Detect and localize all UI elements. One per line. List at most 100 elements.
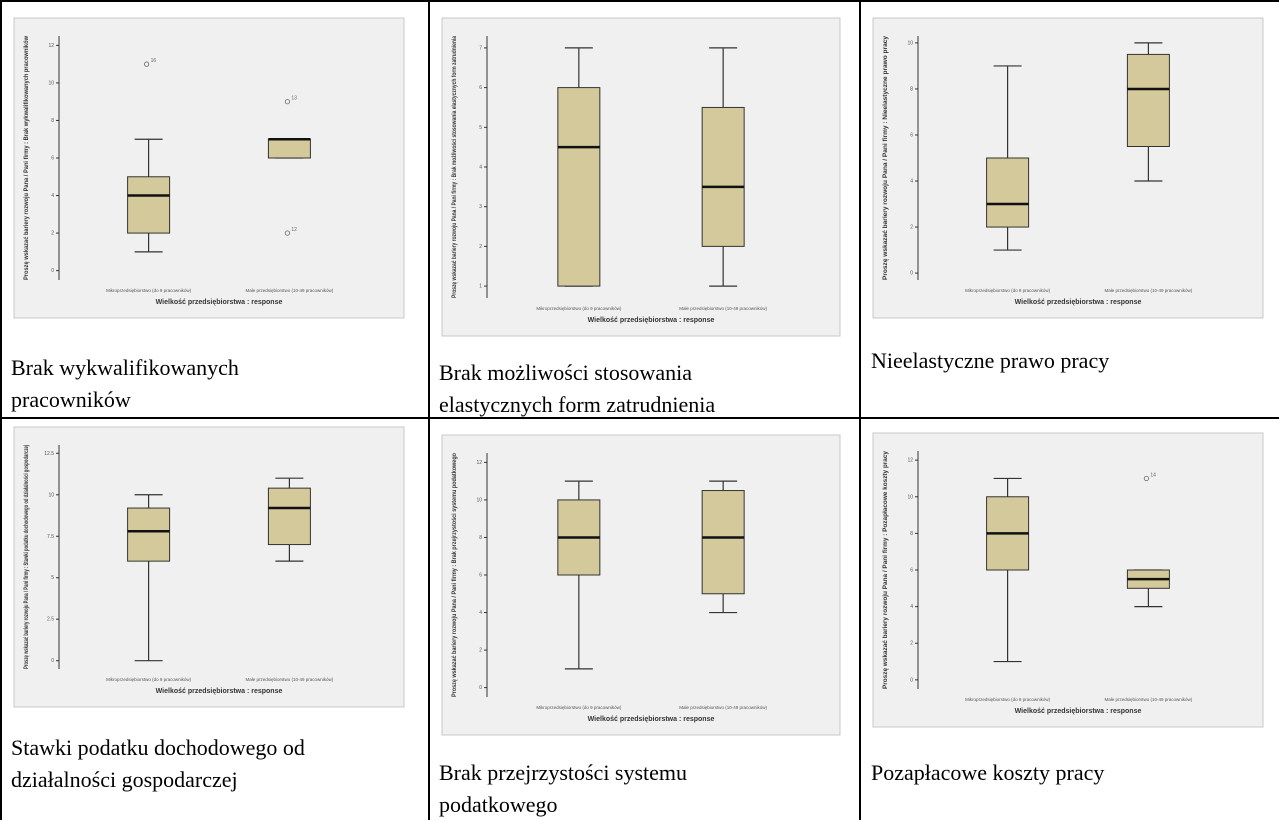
y-tick-label: 4 bbox=[479, 610, 482, 616]
grid-line-col2 bbox=[859, 0, 861, 820]
y-tick-label: 12.5 bbox=[44, 451, 54, 457]
chart-caption-6: Pozapłacowe koszty pracy bbox=[871, 760, 1105, 785]
box bbox=[701, 106, 745, 247]
x-category-label: Mikroprzedsiębiorstwo (do 9 pracowników) bbox=[536, 705, 622, 710]
boxplot-chart-1: 0 2 4 6 8 10 12 16 Mikroprzedsiębiorstwo (do 9 p… bbox=[13, 17, 405, 319]
x-category-label: Małe przedsiębiorstwo (10-49 pracowników… bbox=[246, 288, 334, 293]
x-category-label: Małe przedsiębiorstwo (10-49 pracowników… bbox=[679, 306, 767, 311]
y-tick-label: 4 bbox=[910, 179, 913, 185]
chart-cell-4: 0 2.5 5 7.5 10 12.5 Mikroprzedsiębiorstwo (do … bbox=[2, 419, 428, 820]
y-axis-label: Proszę wskazać bariery rozwoju Pana / Pa… bbox=[24, 36, 30, 280]
y-tick-label: 4 bbox=[51, 193, 54, 199]
y-tick-label: 8 bbox=[479, 535, 482, 541]
grid-line-middle bbox=[0, 417, 1279, 419]
chart-caption-4: Stawki podatku dochodowego od działalnoś… bbox=[11, 735, 305, 792]
y-tick-label: 0 bbox=[479, 685, 482, 691]
y-axis-label: Proszę wskazać bariery rozwoju Pana / Pa… bbox=[452, 453, 458, 697]
chart-cell-1: 0 2 4 6 8 10 12 16 Mikroprzedsiębiorstwo (do 9 p… bbox=[2, 2, 428, 417]
boxplot-chart-6: 0 2 4 6 8 10 12 Mikroprzedsiębiorstwo (do 9 pra… bbox=[872, 432, 1264, 728]
y-tick-label: 0 bbox=[910, 677, 913, 683]
y-tick-label: 6 bbox=[51, 156, 54, 162]
x-axis-label: Wielkość przedsiębiorstwa : response bbox=[588, 716, 715, 723]
x-axis-label: Wielkość przedsiębiorstwa : response bbox=[156, 299, 283, 306]
box bbox=[267, 487, 311, 546]
chart-frame bbox=[872, 17, 1264, 319]
boxplot-chart-4: 0 2.5 5 7.5 10 12.5 Mikroprzedsiębiorstwo (do … bbox=[13, 426, 405, 708]
chart-frame bbox=[13, 17, 405, 319]
y-tick-label: 8 bbox=[910, 86, 913, 92]
y-tick-label: 12 bbox=[476, 460, 482, 466]
y-tick-label: 6 bbox=[910, 568, 913, 574]
x-axis-label: Wielkość przedsiębiorstwa : response bbox=[588, 317, 715, 324]
outlier-label: 13 bbox=[291, 96, 297, 102]
y-tick-label: 2 bbox=[479, 648, 482, 654]
box bbox=[557, 87, 601, 287]
y-axis-label: Proszę wskazać bariery rozwoju Pana / Pa… bbox=[883, 450, 889, 689]
y-tick-label: 6 bbox=[479, 85, 482, 91]
grid-line-top bbox=[0, 0, 1279, 2]
y-tick-label: 10 bbox=[48, 80, 54, 86]
box bbox=[267, 138, 311, 159]
y-tick-label: 7 bbox=[479, 45, 482, 51]
chart-frame bbox=[441, 17, 841, 337]
y-tick-label: 6 bbox=[910, 132, 913, 138]
box bbox=[127, 507, 171, 562]
x-axis-label: Wielkość przedsiębiorstwa : response bbox=[156, 688, 283, 695]
y-axis-label: Proszę wskazać bariery rozwoju Pana / Pa… bbox=[24, 445, 30, 669]
y-tick-label: 5 bbox=[479, 125, 482, 131]
x-category-label: Małe przedsiębiorstwo (10-49 pracowników… bbox=[246, 677, 334, 682]
y-tick-label: 12 bbox=[48, 43, 54, 49]
y-tick-label: 2.5 bbox=[47, 617, 54, 623]
y-axis-label: Proszę wskazać bariery rozwoju Pana / Pa… bbox=[452, 35, 458, 298]
y-axis-label: Proszę wskazać bariery rozwoju Pana / Pa… bbox=[883, 35, 889, 280]
boxplot-chart-5: 0 2 4 6 8 10 12 Mikroprzedsiębiorstwo (do 9 pra… bbox=[441, 434, 841, 736]
box bbox=[701, 490, 745, 595]
outlier-label: 14 bbox=[1150, 472, 1156, 478]
outlier-point bbox=[1143, 475, 1149, 482]
y-tick-label: 4 bbox=[910, 604, 913, 610]
y-tick-label: 12 bbox=[907, 458, 913, 464]
y-tick-label: 0 bbox=[51, 658, 54, 664]
outlier-point bbox=[284, 99, 290, 105]
y-tick-label: 7.5 bbox=[47, 534, 54, 540]
y-tick-label: 0 bbox=[51, 268, 54, 274]
x-category-label: Mikroprzedsiębiorstwo (do 9 pracowników) bbox=[965, 697, 1051, 702]
box bbox=[1126, 53, 1170, 147]
outlier-label: 12 bbox=[291, 227, 297, 233]
box bbox=[986, 157, 1030, 228]
x-axis-label: Wielkość przedsiębiorstwa : response bbox=[1015, 299, 1142, 306]
x-category-label: Mikroprzedsiębiorstwo (do 9 pracowników) bbox=[965, 288, 1051, 293]
y-tick-label: 2 bbox=[479, 244, 482, 250]
chart-cell-2: 1 2 3 4 5 6 7 Mikroprzedsiębiorstwo (do 9 praco… bbox=[430, 2, 859, 417]
chart-caption-5: Brak przejrzystości systemu podatkowego bbox=[439, 760, 688, 817]
grid-line-left bbox=[0, 0, 2, 820]
y-tick-label: 8 bbox=[51, 118, 54, 124]
y-tick-label: 3 bbox=[479, 204, 482, 210]
y-tick-label: 8 bbox=[910, 531, 913, 537]
chart-cell-3: 0 2 4 6 8 10 Mikroprzedsiębiorstwo (do 9 praco… bbox=[861, 2, 1279, 417]
x-category-label: Małe przedsiębiorstwo (10-49 pracowników… bbox=[679, 705, 767, 710]
x-category-label: Mikroprzedsiębiorstwo (do 9 pracowników) bbox=[536, 306, 622, 311]
chart-frame bbox=[872, 432, 1264, 728]
y-tick-label: 6 bbox=[479, 573, 482, 579]
boxplot-chart-2: 1 2 3 4 5 6 7 Mikroprzedsiębiorstwo (do 9 praco… bbox=[441, 17, 841, 337]
x-category-label: Mikroprzedsiębiorstwo (do 9 pracowników) bbox=[106, 677, 192, 682]
y-tick-label: 2 bbox=[910, 225, 913, 231]
outlier-label: 16 bbox=[151, 58, 157, 64]
chart-cell-6: 0 2 4 6 8 10 12 Mikroprzedsiębiorstwo (do 9 pra… bbox=[861, 419, 1279, 820]
grid-line-col1 bbox=[428, 0, 430, 820]
y-tick-label: 5 bbox=[51, 575, 54, 581]
x-category-label: Mikroprzedsiębiorstwo (do 9 pracowników) bbox=[106, 288, 192, 293]
chart-caption-3: Nieelastyczne prawo pracy bbox=[871, 348, 1110, 373]
x-category-label: Małe przedsiębiorstwo (10-49 pracowników… bbox=[1105, 288, 1193, 293]
y-tick-label: 0 bbox=[910, 271, 913, 277]
y-tick-label: 10 bbox=[48, 492, 54, 498]
outlier-point bbox=[284, 230, 290, 236]
y-tick-label: 1 bbox=[479, 284, 482, 290]
y-tick-label: 4 bbox=[479, 165, 482, 171]
chart-cell-5: 0 2 4 6 8 10 12 Mikroprzedsiębiorstwo (do 9 pra… bbox=[430, 419, 859, 820]
y-tick-label: 10 bbox=[907, 494, 913, 500]
x-axis-label: Wielkość przedsiębiorstwa : response bbox=[1015, 708, 1142, 715]
chart-frame bbox=[441, 434, 841, 736]
